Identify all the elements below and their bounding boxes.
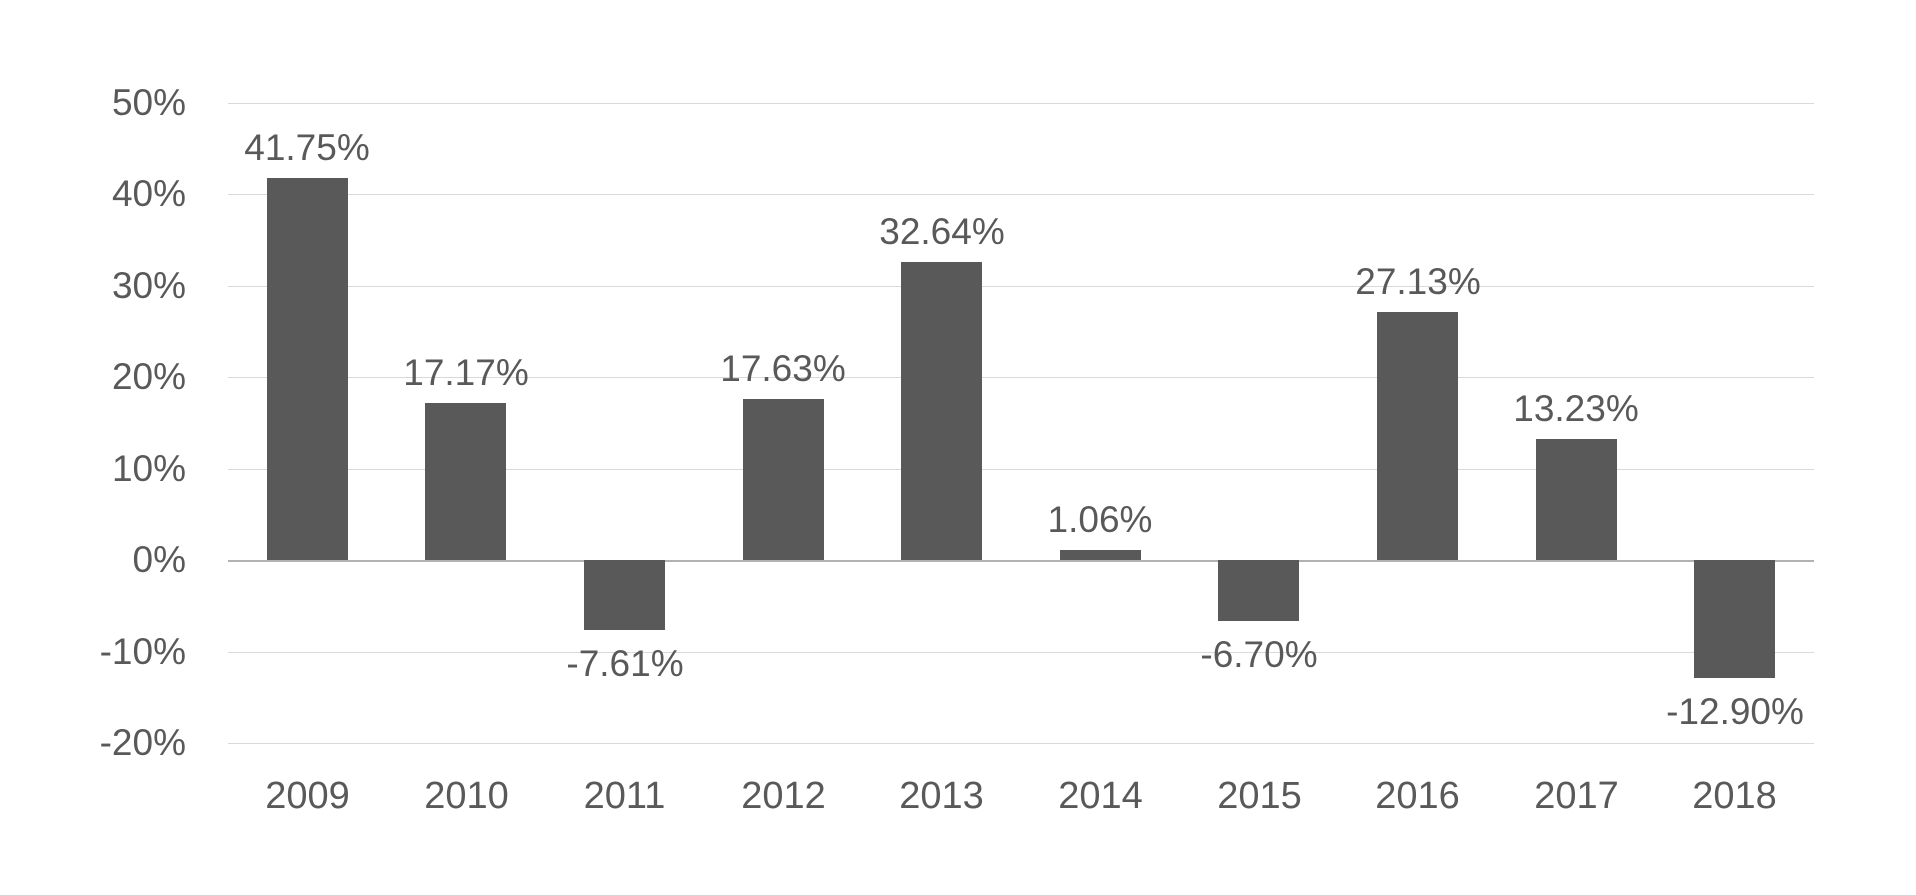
gridline xyxy=(228,652,1814,653)
y-axis-tick-label: -20% xyxy=(99,722,186,763)
gridline xyxy=(228,194,1814,195)
x-axis-category-label: 2015 xyxy=(1217,775,1302,817)
bar-value-label: 17.17% xyxy=(403,352,529,393)
bar xyxy=(743,399,824,560)
x-axis-category-label: 2010 xyxy=(424,775,509,817)
bar xyxy=(1218,560,1299,621)
bar xyxy=(1377,312,1458,560)
bar xyxy=(267,178,348,560)
bar-value-label: 13.23% xyxy=(1513,388,1639,429)
x-axis-category-label: 2011 xyxy=(583,775,666,817)
y-axis-tick-label: 0% xyxy=(132,539,186,580)
y-axis-tick-label: -10% xyxy=(99,631,186,672)
y-axis-tick-label: 10% xyxy=(111,448,186,489)
y-axis-tick-label: 40% xyxy=(111,173,186,214)
bar-value-label: 17.63% xyxy=(720,348,846,389)
x-axis-category-label: 2017 xyxy=(1534,775,1619,817)
bar-value-label: 27.13% xyxy=(1355,261,1481,302)
x-axis-category-label: 2018 xyxy=(1692,775,1777,817)
x-axis-category-label: 2009 xyxy=(265,775,350,817)
y-axis-tick-label: 50% xyxy=(111,82,186,123)
bar xyxy=(1694,560,1775,678)
bar xyxy=(901,262,982,560)
x-axis-category-label: 2013 xyxy=(899,775,984,817)
x-axis-category-label: 2016 xyxy=(1375,775,1460,817)
x-axis-category-label: 2012 xyxy=(741,775,826,817)
bar-value-label: -6.70% xyxy=(1200,634,1318,675)
gridline xyxy=(228,377,1814,378)
bar-value-label: 32.64% xyxy=(879,211,1005,252)
bar xyxy=(1060,550,1141,560)
gridline xyxy=(228,469,1814,470)
x-axis-category-label: 2014 xyxy=(1058,775,1143,817)
bar-value-label: 1.06% xyxy=(1047,499,1153,540)
gridline xyxy=(228,103,1814,104)
bar xyxy=(1536,439,1617,560)
gridline xyxy=(228,286,1814,287)
bar xyxy=(584,560,665,630)
y-axis-tick-label: 20% xyxy=(111,356,186,397)
bar xyxy=(425,403,506,560)
zero-axis-line xyxy=(228,560,1814,562)
bar-value-label: 41.75% xyxy=(244,127,370,168)
bar-value-label: -12.90% xyxy=(1666,691,1804,732)
gridline xyxy=(228,743,1814,744)
y-axis-tick-label: 30% xyxy=(111,265,186,306)
bar-value-label: -7.61% xyxy=(566,643,684,684)
